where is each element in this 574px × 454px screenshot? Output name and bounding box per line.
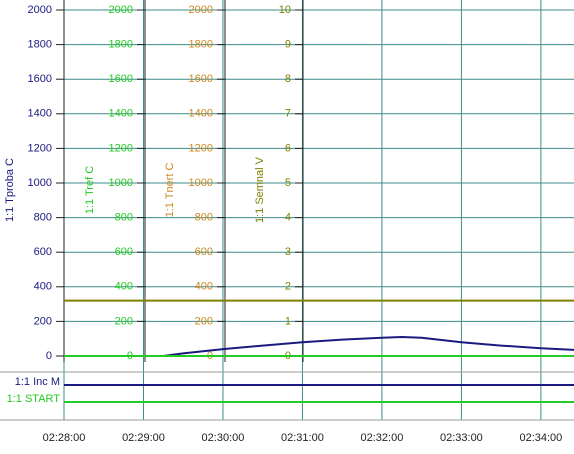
y-tick-label: 1000 xyxy=(189,177,213,189)
y-tick-label: 1600 xyxy=(28,73,52,85)
y-tick-label: 2000 xyxy=(28,4,52,16)
y-tick-label: 5 xyxy=(285,177,291,189)
y-tick-label: 1600 xyxy=(189,73,213,85)
y-tick-label: 1800 xyxy=(109,39,133,51)
y-tick-label: 400 xyxy=(195,281,213,293)
y-tick-label: 1600 xyxy=(109,73,133,85)
y-tick-label: 1200 xyxy=(189,142,213,154)
y-tick-label: 3 xyxy=(285,246,291,258)
y-tick-label: 6 xyxy=(285,142,291,154)
y-tick-label: 1 xyxy=(285,315,291,327)
y-tick-label: 2000 xyxy=(189,4,213,16)
y-tick-label: 1400 xyxy=(28,108,52,120)
y-tick-label: 4 xyxy=(285,212,291,224)
y-tick-label: 200 xyxy=(34,315,52,327)
y-tick-label: 800 xyxy=(195,212,213,224)
y-tick-label: 1000 xyxy=(109,177,133,189)
x-tick-label: 02:31:00 xyxy=(281,432,324,444)
digital-label: 1:1 Inc M xyxy=(15,376,60,388)
y-tick-label: 2 xyxy=(285,281,291,293)
y-axis-title: 1:1 Tproba C xyxy=(4,158,16,222)
x-tick-label: 02:34:00 xyxy=(519,432,562,444)
x-tick-label: 02:32:00 xyxy=(361,432,404,444)
y-tick-label: 1400 xyxy=(109,108,133,120)
y-tick-label: 0 xyxy=(46,350,52,362)
y-tick-label: 1400 xyxy=(189,108,213,120)
y-tick-label: 800 xyxy=(34,212,52,224)
y-axis-title: 1:1 Tnert C xyxy=(164,163,176,218)
x-tick-label: 02:30:00 xyxy=(202,432,245,444)
y-tick-label: 400 xyxy=(115,281,133,293)
y-tick-label: 2000 xyxy=(109,4,133,16)
y-tick-label: 10 xyxy=(279,4,291,16)
x-tick-label: 02:29:00 xyxy=(122,432,165,444)
y-tick-label: 1000 xyxy=(28,177,52,189)
y-tick-label: 1800 xyxy=(189,39,213,51)
y-tick-label: 600 xyxy=(115,246,133,258)
y-axis-title: 1:1 Semnal V xyxy=(254,156,266,223)
y-tick-label: 200 xyxy=(115,315,133,327)
y-tick-label: 9 xyxy=(285,39,291,51)
series-line xyxy=(64,335,574,357)
y-tick-label: 7 xyxy=(285,108,291,120)
y-tick-label: 600 xyxy=(34,246,52,258)
y-tick-label: 600 xyxy=(195,246,213,258)
x-tick-label: 02:33:00 xyxy=(440,432,483,444)
y-axis-title: 1:1 Tref C xyxy=(84,166,96,214)
y-tick-label: 400 xyxy=(34,281,52,293)
y-tick-label: 800 xyxy=(115,212,133,224)
y-tick-label: 200 xyxy=(195,315,213,327)
y-tick-label: 8 xyxy=(285,73,291,85)
y-tick-label: 1800 xyxy=(28,39,52,51)
y-tick-label: 1200 xyxy=(28,142,52,154)
digital-label: 1:1 START xyxy=(7,393,61,405)
y-tick-label: 1200 xyxy=(109,142,133,154)
x-tick-label: 02:28:00 xyxy=(43,432,86,444)
